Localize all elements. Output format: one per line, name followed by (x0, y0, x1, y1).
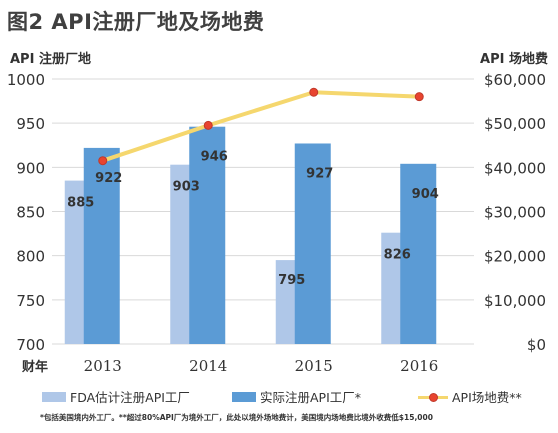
legend-label-actual: 实际注册API工厂* (260, 390, 362, 405)
data-label-estimated: 826 (384, 248, 411, 263)
legend-swatch-estimated (42, 391, 66, 402)
data-label-estimated: 885 (67, 196, 94, 211)
y-tick-right: $30,000 (484, 204, 546, 222)
y-axis-right-title: API 场地费 (480, 52, 548, 67)
chart-title: 图2 API注册厂地及场地费 (7, 10, 265, 34)
y-tick-left: 850 (16, 204, 45, 222)
bar-actual (400, 163, 437, 344)
legend-label-fee: API场地费** (452, 390, 522, 405)
y-axis-left-title: API 注册厂地 (10, 52, 91, 67)
fee-marker (203, 120, 213, 130)
y-tick-right: $60,000 (484, 71, 546, 89)
y-tick-left: 750 (16, 292, 45, 310)
x-tick-label: 2016 (400, 357, 438, 375)
x-tick-label: 2014 (189, 357, 227, 375)
bar-actual (189, 126, 226, 344)
y-tick-left: 800 (16, 248, 45, 266)
y-tick-left: 1000 (7, 71, 45, 89)
bar-actual (83, 147, 120, 344)
y-tick-right: $10,000 (484, 292, 546, 310)
legend-item-fee: API场地费** (418, 387, 522, 406)
fee-marker (414, 92, 424, 102)
fee-line (102, 90, 420, 163)
legend-item-actual: 实际注册API工厂* (232, 387, 361, 406)
data-label-actual: 927 (306, 166, 333, 181)
y-tick-left: 900 (16, 159, 45, 177)
legend-swatch-actual (232, 391, 256, 402)
data-label-actual: 922 (95, 171, 122, 186)
legend-item-estimated: FDA估计注册API工厂 (42, 387, 190, 406)
x-tick-label: 2015 (295, 357, 333, 375)
y-tick-right: $50,000 (484, 115, 546, 133)
footnote: *包括美国境内外工厂。**超过80%API厂为境外工厂，此处以境外场地费计，美国… (40, 413, 433, 422)
legend-label-estimated: FDA估计注册API工厂 (70, 390, 190, 405)
fee-marker (309, 87, 319, 97)
x-axis-prefix: 财年 (22, 359, 48, 375)
legend: FDA估计注册API工厂 实际注册API工厂* API场地费** (14, 387, 554, 405)
data-label-actual: 904 (412, 187, 439, 202)
bar-actual (294, 143, 331, 344)
y-tick-right: $20,000 (484, 248, 546, 266)
y-tick-left: 700 (16, 336, 45, 354)
data-label-actual: 946 (201, 150, 228, 165)
y-tick-right: $0 (527, 336, 546, 354)
data-label-estimated: 795 (278, 273, 305, 288)
fee-marker (98, 156, 108, 166)
data-label-estimated: 903 (173, 180, 200, 195)
y-tick-left: 950 (16, 115, 45, 133)
x-tick-label: 2013 (84, 357, 122, 375)
y-tick-right: $40,000 (484, 159, 546, 177)
legend-swatch-fee (418, 391, 448, 403)
